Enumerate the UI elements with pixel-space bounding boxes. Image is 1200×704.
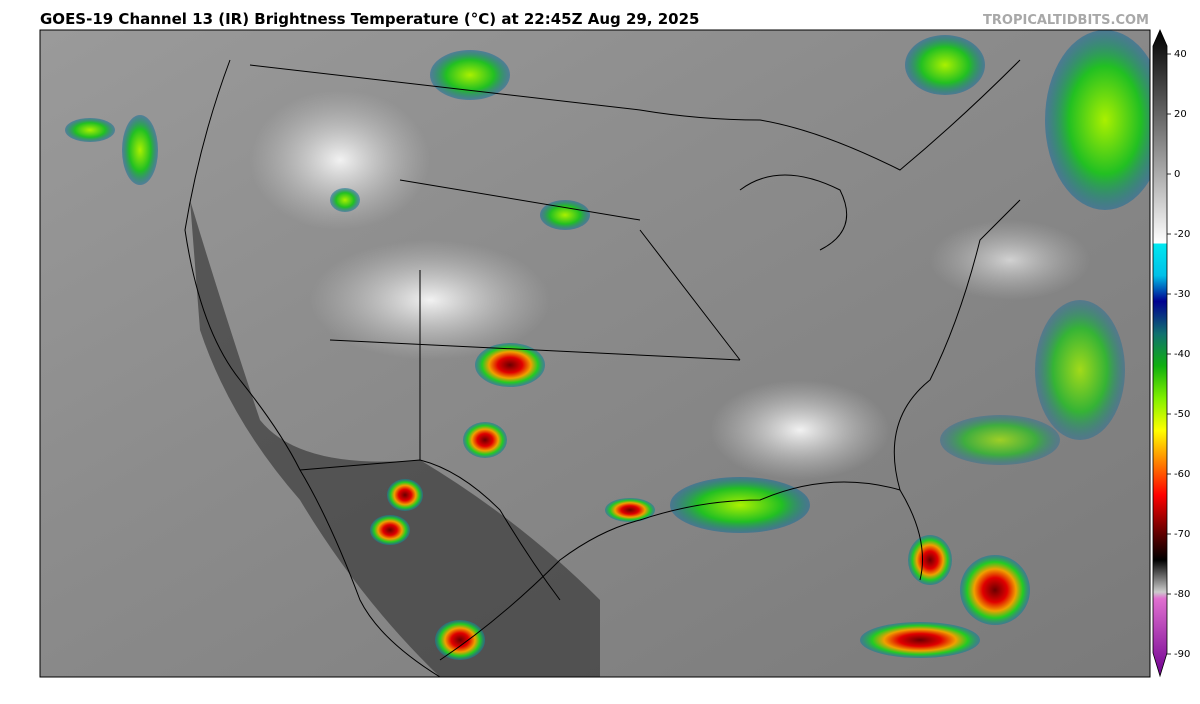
colorbar-tick-label: 0	[1174, 169, 1180, 180]
colorbar-tick-label: -80	[1174, 589, 1190, 600]
colorbar-tick-label: -70	[1174, 529, 1190, 540]
map-frame	[39, 29, 1151, 678]
satellite-map	[40, 30, 1150, 677]
colorbar-tick-label: -30	[1174, 289, 1190, 300]
colorbar-tick-label: -50	[1174, 409, 1190, 420]
colorbar	[1152, 29, 1168, 678]
colorbar-tick-label: -20	[1174, 229, 1190, 240]
colorbar-tick-label: 20	[1174, 109, 1187, 120]
colorbar-ticks: 40 20 0 -20 -30 -40 -50 -60 -70 -80 -90	[1167, 49, 1190, 660]
colorbar-tick-label: -40	[1174, 349, 1190, 360]
colorbar-tick-label: -60	[1174, 469, 1190, 480]
colorbar-tick-label: -90	[1174, 649, 1190, 660]
colorbar-tick-label: 40	[1174, 49, 1187, 60]
credit: TROPICALTIDBITS.COM	[983, 13, 1149, 28]
title: GOES-19 Channel 13 (IR) Brightness Tempe…	[40, 10, 700, 28]
